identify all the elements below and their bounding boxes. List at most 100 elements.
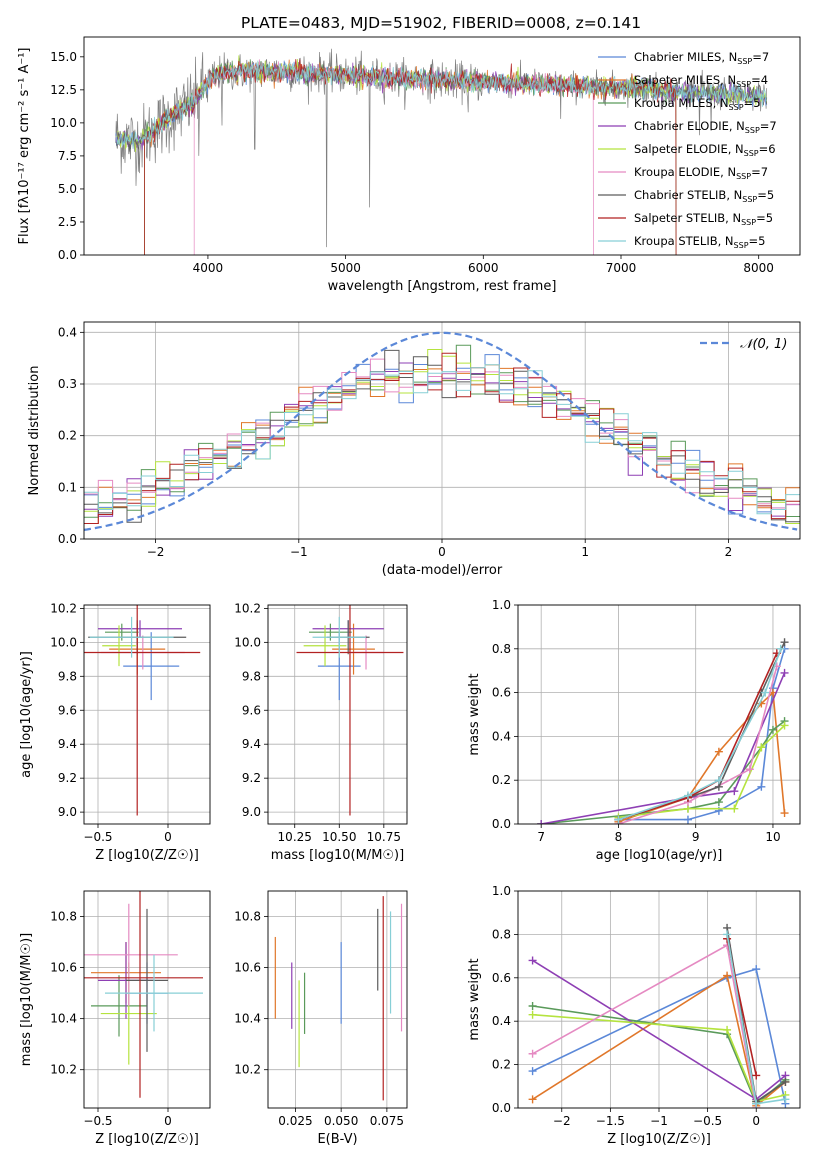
- y-tick-label: 9.4: [58, 737, 77, 751]
- legend-label: Chabrier STELIB, NSSP=5: [634, 188, 774, 204]
- y-tick-label: 10.8: [234, 910, 261, 924]
- x-tick-label: 6000: [468, 261, 499, 275]
- x-tick-label: 10.50: [322, 830, 356, 844]
- legend-label: Salpeter MILES, NSSP=4: [634, 73, 768, 89]
- age_vs_Z-plot-area: [84, 605, 201, 816]
- axes-frame: [83, 321, 801, 540]
- mass_vs_Z-ylabel: mass [log10(M/M☉)]: [19, 933, 34, 1066]
- errorbar-point: [91, 975, 147, 1037]
- plus-marker: [780, 809, 789, 818]
- y-tick-label: 9.8: [58, 669, 77, 683]
- y-tick-label: 10.0: [50, 635, 77, 649]
- weight_vs_age-plot-area: [537, 638, 789, 824]
- plus-marker: [528, 956, 537, 965]
- x-tick-label: 0: [438, 545, 446, 559]
- x-tick-label: 0: [164, 830, 172, 844]
- y-tick-label: 9.8: [242, 669, 261, 683]
- weight_vs_Z-ylabel: mass weight: [467, 958, 482, 1040]
- legend-label: 𝒩(0, 1): [740, 337, 787, 352]
- x-tick-label: 1: [581, 545, 589, 559]
- errorbar-point: [84, 891, 203, 1098]
- plus-marker: [723, 1025, 732, 1034]
- y-tick-label: 0.6: [492, 971, 511, 985]
- plus-marker: [757, 782, 766, 791]
- weight_vs_Z-axes: −2 −1.5 −1 −0.5 0 0.0 0.2 0.4 0.6 0.8 1.0 Z [log10(…: [467, 884, 801, 1147]
- plus-marker: [780, 638, 789, 647]
- plus-marker: [723, 971, 732, 980]
- plus-marker: [730, 787, 739, 796]
- plus-marker: [714, 798, 723, 807]
- y-tick-label: 0.3: [58, 377, 77, 391]
- x-tick-label: 8000: [743, 261, 774, 275]
- age_vs_mass-plot-area: [296, 605, 404, 816]
- y-tick-label: 10.2: [50, 601, 77, 615]
- plus-marker: [752, 1099, 761, 1108]
- legend-label: Kroupa ELODIE, NSSP=7: [634, 165, 768, 181]
- plus-marker: [752, 1071, 761, 1080]
- y-tick-label: 0.2: [58, 429, 77, 443]
- y-tick-label: 12.5: [50, 83, 77, 97]
- series-line: [532, 968, 787, 1104]
- axes-frame: [83, 604, 211, 825]
- axes-frame: [517, 890, 801, 1109]
- x-tick-label: 0.050: [324, 1114, 358, 1128]
- x-tick-label: 4000: [193, 261, 224, 275]
- weight_vs_age-ylabel: mass weight: [467, 673, 482, 755]
- x-tick-label: −0.5: [693, 1114, 722, 1128]
- spectrum-ylabel: Flux [fλ10⁻¹⁷ erg cm⁻² s⁻¹ A⁻¹]: [17, 48, 32, 245]
- errorbar-point: [84, 605, 201, 816]
- y-tick-label: 1.0: [492, 598, 511, 612]
- plus-marker: [757, 743, 766, 752]
- x-tick-label: −2: [553, 1114, 571, 1128]
- y-tick-label: 9.6: [58, 703, 77, 717]
- mass_vs_EBV-axes: 0.025 0.050 0.075 10.2 10.4 10.6 10.8 E(B-V): [234, 890, 408, 1147]
- weight_vs_Z-xlabel: Z [log10(Z/Z☉)]: [607, 1132, 711, 1147]
- normal-curve: [84, 331, 798, 531]
- errorbar-point: [89, 616, 174, 658]
- legend-label: Salpeter STELIB, NSSP=5: [634, 211, 773, 227]
- x-tick-label: 2: [725, 545, 733, 559]
- errorbar-point: [123, 632, 180, 701]
- series-line: [532, 1013, 786, 1103]
- axes-frame: [267, 604, 408, 825]
- y-tick-label: 9.4: [242, 737, 261, 751]
- y-tick-label: 10.0: [234, 635, 261, 649]
- x-tick-label: −0.5: [83, 1114, 112, 1128]
- x-tick-label: 0.025: [278, 1114, 312, 1128]
- y-tick-label: 0.0: [58, 248, 77, 262]
- series-line: [618, 648, 786, 821]
- x-tick-label: 7000: [606, 261, 637, 275]
- residuals-legend: 𝒩(0, 1): [700, 337, 787, 352]
- age_vs_Z-axes: −0.5 0 9.0 9.2 9.4 9.6 9.8 10.0 10.2 Z [log10(Z/Z…: [19, 601, 211, 863]
- y-tick-label: 9.0: [58, 805, 77, 819]
- errorbar-point: [296, 605, 404, 816]
- age_vs_Z-xlabel: Z [log10(Z/Z☉)]: [95, 848, 199, 863]
- plus-marker: [537, 820, 546, 824]
- residuals-axes: −2 −1 0 1 2 0.0 0.1 0.2 0.3 0.4 (data-model)/error…: [27, 321, 801, 578]
- y-tick-label: 0.4: [492, 729, 511, 743]
- y-tick-label: 10.6: [50, 961, 77, 975]
- y-tick-label: 0.2: [492, 1058, 511, 1072]
- y-tick-label: 2.5: [58, 215, 77, 229]
- y-tick-label: 0.1: [58, 480, 77, 494]
- y-tick-label: 10.2: [50, 1063, 77, 1077]
- spectrum-legend: Chabrier MILES, NSSP=7 Salpeter MILES, NS…: [598, 50, 777, 250]
- plus-marker: [528, 1049, 537, 1058]
- mass_vs_Z-axes: −0.5 0 10.2 10.4 10.6 10.8 Z [log10(Z/Z☉)] mass…: [19, 890, 211, 1147]
- y-tick-label: 9.0: [242, 805, 261, 819]
- x-tick-label: 0.075: [370, 1114, 404, 1128]
- plus-marker: [781, 1095, 790, 1104]
- age_vs_mass-axes: 10.25 10.50 10.75 9.0 9.2 9.4 9.6 9.8 10.0 10.2 ma…: [234, 601, 408, 863]
- plus-marker: [761, 688, 770, 697]
- y-tick-label: 10.4: [50, 1012, 77, 1026]
- plus-marker: [768, 725, 777, 734]
- weight_vs_age-axes: 7 8 9 10 0.0 0.2 0.4 0.6 0.8 1.0 age [log10(age/yr…: [467, 598, 801, 863]
- y-tick-label: 0.0: [58, 532, 77, 546]
- y-tick-label: 10.0: [50, 116, 77, 130]
- errorbar-point: [98, 620, 182, 638]
- axes-frame: [83, 36, 801, 256]
- plus-marker: [781, 1077, 790, 1086]
- plus-marker: [714, 747, 723, 756]
- mass_vs_EBV-plot-area: [274, 896, 403, 1101]
